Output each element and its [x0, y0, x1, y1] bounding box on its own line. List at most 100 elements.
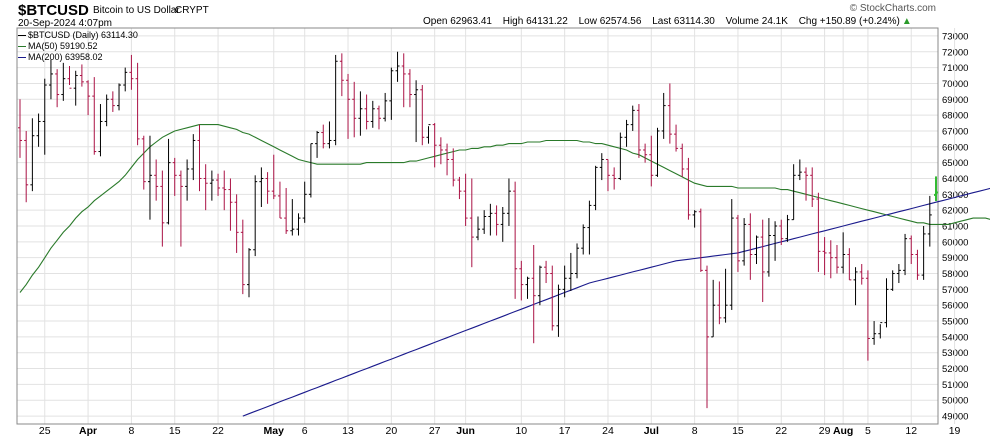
price-bar: [754, 235, 759, 265]
price-bar: [791, 164, 796, 221]
price-bar: [55, 69, 60, 108]
y-tick-label: 66000: [942, 142, 968, 153]
price-bar: [135, 62, 140, 146]
legend-ma50: MA(50) 59190.52: [18, 41, 138, 52]
price-bar: [147, 135, 152, 220]
price-bar: [810, 167, 815, 207]
legend-ma200-swatch: [18, 57, 26, 59]
y-tick-label: 69000: [942, 95, 968, 106]
price-bar: [513, 181, 518, 299]
price-bar: [544, 260, 549, 284]
price-bar: [927, 195, 932, 247]
x-tick-label: 22: [212, 425, 224, 437]
price-bar: [110, 91, 115, 112]
price-bar: [259, 167, 264, 207]
price-bar: [785, 214, 790, 242]
price-bar: [711, 279, 716, 338]
price-bar: [624, 119, 629, 147]
price-bar: [154, 159, 159, 201]
price-bar: [680, 143, 685, 177]
price-bar: [302, 181, 307, 223]
price-bar: [667, 83, 672, 144]
price-bar: [779, 219, 784, 246]
price-bar: [376, 105, 381, 130]
price-bar: [618, 132, 623, 181]
x-tick-label: 24: [602, 425, 614, 437]
y-tick-label: 60000: [942, 237, 968, 248]
price-bar: [240, 219, 245, 295]
x-tick-label: Aug: [833, 425, 853, 437]
price-bar: [575, 243, 580, 279]
price-bar: [383, 92, 388, 122]
price-bar: [729, 199, 734, 310]
price-bar: [166, 138, 171, 225]
price-bar: [760, 219, 765, 303]
price-bar: [457, 176, 462, 200]
price-bar: [915, 249, 920, 280]
price-bar: [123, 67, 128, 92]
price-bar: [92, 77, 97, 155]
price-bar: [476, 216, 480, 241]
chart-description: Bitcoin to US Dollar: [93, 5, 180, 16]
price-bar: [506, 178, 511, 226]
price-bar: [18, 99, 22, 158]
price-bar: [847, 248, 852, 281]
x-tick-label: 8: [692, 425, 698, 437]
x-tick-label: 12: [905, 425, 917, 437]
price-bar: [735, 214, 740, 272]
y-tick-label: 62000: [942, 206, 968, 217]
x-tick-label: 20: [386, 425, 398, 437]
x-tick-label: Jul: [644, 425, 659, 437]
y-tick-label: 55000: [942, 317, 968, 328]
price-bar: [828, 240, 833, 279]
price-bar: [921, 226, 926, 280]
price-bar: [432, 123, 437, 168]
price-bar: [469, 178, 474, 268]
price-bar: [488, 203, 493, 236]
x-tick-label: 13: [342, 425, 354, 437]
ma50-line: [19, 124, 990, 293]
price-bar: [896, 264, 901, 284]
plot-frame: [16, 27, 939, 425]
y-tick-label: 70000: [942, 79, 968, 90]
price-bar: [550, 265, 555, 331]
price-bar: [494, 205, 499, 236]
price-bar: [890, 270, 895, 291]
price-bar: [370, 100, 375, 128]
price-bar: [315, 130, 320, 158]
y-tick-label: 63000: [942, 190, 968, 201]
legend-ma50-label: MA(50) 59190.52: [28, 41, 98, 51]
price-bar: [141, 135, 146, 190]
price-bar: [742, 218, 747, 266]
price-bar: [364, 94, 369, 130]
price-bar: [234, 194, 239, 253]
price-bar: [717, 281, 722, 325]
price-bar: [692, 210, 697, 228]
y-tick-label: 59000: [942, 253, 968, 264]
price-bar: [865, 270, 870, 361]
x-tick-label: 8: [128, 425, 134, 437]
legend-ma200-label: MA(200) 63958.02: [28, 52, 103, 62]
last-value: Last 63114.30: [652, 16, 715, 27]
price-bar: [98, 104, 103, 157]
price-bar: [674, 124, 679, 152]
y-tick-label: 61000: [942, 222, 968, 233]
price-bar: [191, 134, 196, 181]
price-bar: [655, 127, 660, 177]
price-bar: [36, 113, 41, 147]
price-bar: [228, 178, 233, 231]
low-value: Low 62574.56: [578, 16, 642, 27]
price-bar: [884, 278, 889, 328]
legend-ma50-swatch: [18, 46, 26, 48]
price-bar: [816, 192, 821, 272]
price-bar: [79, 64, 84, 87]
price-bar: [172, 157, 177, 196]
legend-price-swatch: [18, 35, 26, 37]
y-tick-label: 49000: [942, 412, 968, 423]
price-bar: [117, 83, 122, 111]
price-bar: [519, 260, 524, 301]
price-bar: [129, 54, 134, 90]
price-bar: [414, 80, 419, 143]
price-bar: [271, 154, 276, 200]
price-bar: [73, 70, 78, 106]
